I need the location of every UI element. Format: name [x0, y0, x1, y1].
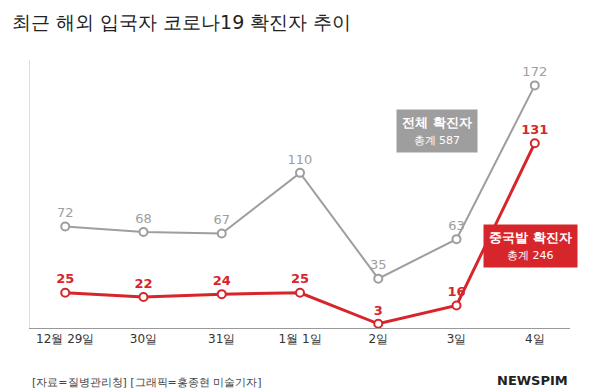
- svg-text:63: 63: [448, 218, 465, 233]
- svg-text:NEWSPIM: NEWSPIM: [497, 373, 568, 388]
- svg-text:30일: 30일: [130, 332, 157, 346]
- svg-text:16: 16: [447, 284, 465, 299]
- svg-text:3일: 3일: [447, 332, 467, 346]
- svg-text:131: 131: [521, 122, 548, 137]
- svg-text:25: 25: [56, 271, 74, 286]
- svg-text:12월 29일: 12월 29일: [36, 332, 94, 346]
- svg-text:[자료=질병관리청] [그래픽=홍종현 미술기자]: [자료=질병관리청] [그래픽=홍종현 미술기자]: [32, 376, 262, 389]
- svg-text:중국발 확진자총계 246: 중국발 확진자총계 246: [489, 230, 572, 262]
- svg-text:31일: 31일: [208, 332, 235, 346]
- svg-text:24: 24: [213, 273, 231, 288]
- svg-text:3: 3: [374, 303, 383, 318]
- svg-text:전체 확진자총계 587: 전체 확진자총계 587: [402, 115, 472, 147]
- svg-text:110: 110: [288, 152, 313, 167]
- svg-text:172: 172: [522, 64, 547, 79]
- svg-text:22: 22: [134, 276, 152, 291]
- svg-text:2일: 2일: [368, 332, 388, 346]
- svg-text:4일: 4일: [525, 332, 545, 346]
- svg-text:최근 해외 입국자 코로나19 확진자 추이: 최근 해외 입국자 코로나19 확진자 추이: [12, 11, 351, 33]
- svg-text:25: 25: [291, 271, 309, 286]
- svg-text:1월 1일: 1월 1일: [278, 332, 321, 346]
- svg-text:72: 72: [57, 205, 74, 220]
- svg-text:67: 67: [213, 212, 230, 227]
- svg-text:35: 35: [370, 257, 387, 272]
- svg-text:68: 68: [135, 211, 152, 226]
